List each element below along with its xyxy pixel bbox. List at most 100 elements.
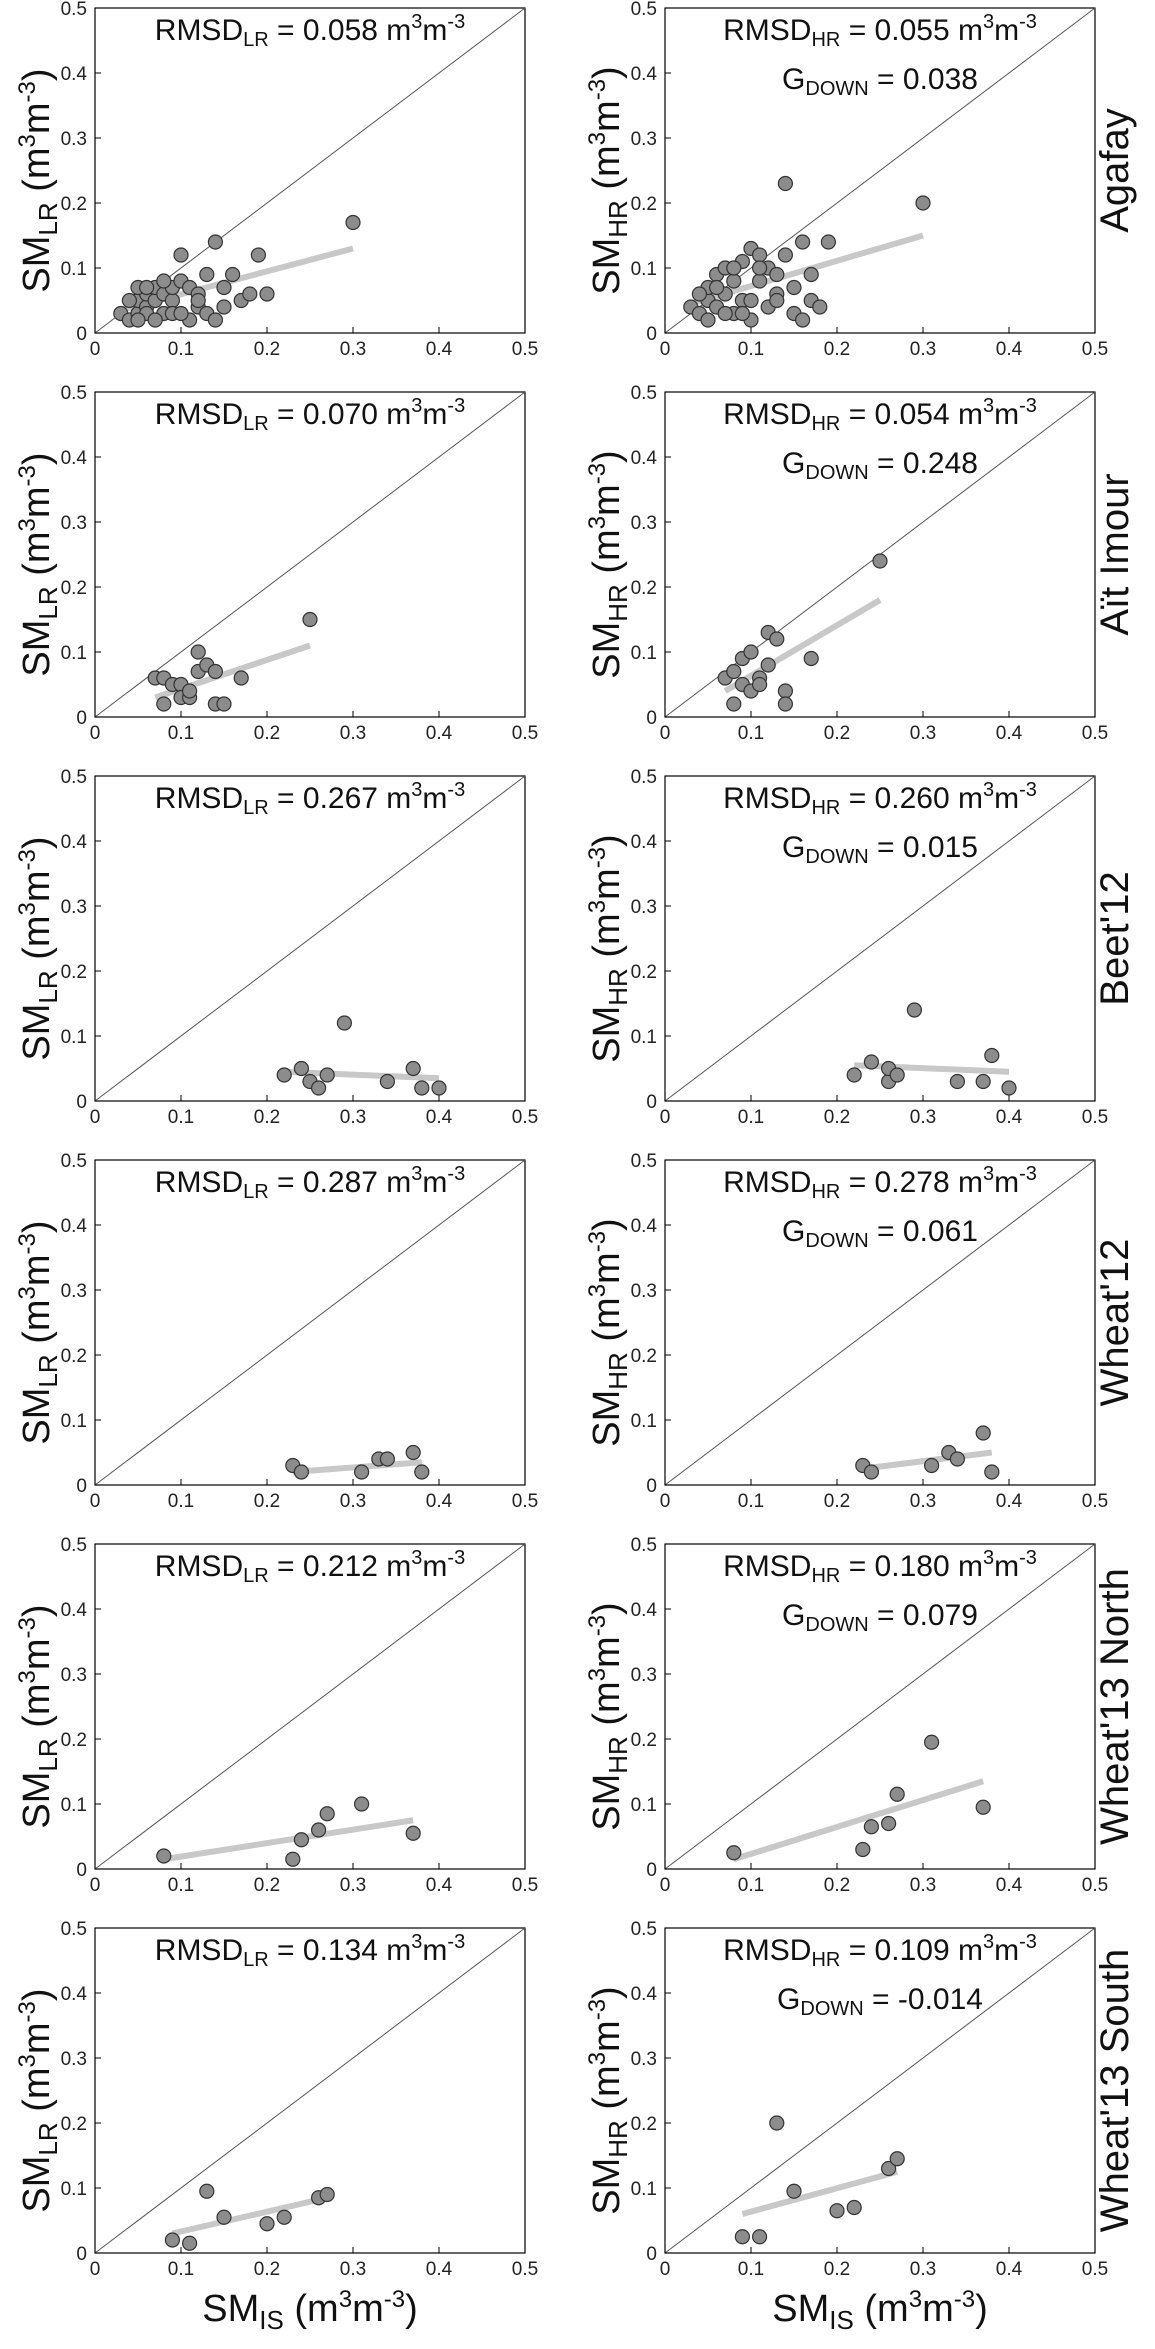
y-tick-label: 0.4 [631, 1984, 658, 2005]
data-point [923, 1734, 940, 1750]
x-axis-label: SMIS (m3m-3) [772, 2286, 987, 2335]
x-tick-label: 0.2 [254, 2259, 280, 2280]
y-tick-label: 0.3 [61, 1281, 87, 1302]
data-point [233, 670, 249, 686]
x-tick-label: 0.1 [168, 1875, 194, 1896]
data-point [949, 1073, 966, 1090]
y-axis: 0 0.1 0.2 0.3 0.4 0.5 [631, 767, 671, 1113]
data-point [691, 286, 708, 302]
data-point [880, 2160, 897, 2177]
data-point [242, 286, 258, 302]
site-label: Agafay [1093, 108, 1137, 233]
x-tick-label: 0 [90, 1107, 101, 1128]
y-tick-label: 0 [646, 1860, 657, 1881]
y-tick-label: 0.2 [61, 962, 87, 983]
plot-frame [94, 391, 526, 718]
data-point [216, 2209, 232, 2225]
x-tick-label: 0.3 [340, 723, 366, 744]
data-point [225, 266, 241, 283]
data-point [889, 1786, 905, 1802]
y-tick-label: 0 [646, 708, 657, 729]
scatter-panel-1: 0 0.1 0.2 0.3 0.4 0.5 0 0.1 0.2 0.3 0.4 0.5 RMSDHR =… [584, 0, 1137, 360]
x-tick-label: 0.4 [996, 723, 1023, 744]
data-point [164, 2232, 180, 2248]
y-tick-label: 0.4 [631, 832, 658, 853]
y-axis: 0 0.1 0.2 0.3 0.4 0.5 [631, 0, 671, 345]
x-tick-label: 0 [90, 339, 101, 360]
rmsd-annotation: RMSDLR = 0.058 m3m-3 [155, 11, 465, 51]
data-point [207, 312, 223, 328]
y-tick-label: 0.3 [631, 129, 657, 150]
data-points [726, 1734, 991, 1861]
data-points [156, 1796, 421, 1867]
data-point [863, 1054, 880, 1070]
x-axis: 0 0.1 0.2 0.3 0.4 0.5 [660, 1095, 1108, 1128]
data-point [975, 1073, 991, 1090]
data-points [113, 214, 361, 328]
gdown-annotation: GDOWN = 0.015 [782, 831, 978, 868]
y-tick-label: 0.5 [631, 1535, 657, 1556]
y-tick-label: 0.3 [631, 2049, 657, 2070]
x-tick-label: 0.4 [426, 2259, 453, 2280]
y-tick-label: 0 [76, 324, 87, 345]
data-point [769, 266, 785, 283]
rmsd-annotation: RMSDLR = 0.134 m3m-3 [155, 1931, 465, 1971]
data-point [984, 1464, 1000, 1480]
x-axis: 0 0.1 0.2 0.3 0.4 0.5 [90, 2247, 538, 2280]
x-tick-label: 0 [660, 1491, 671, 1512]
scatter-panel-2: 0 0.1 0.2 0.3 0.4 0.5 0 0.1 0.2 0.3 0.4 0.5 RMSDLR =… [14, 383, 538, 744]
y-tick-label: 0.1 [61, 2179, 87, 2200]
data-point [156, 1848, 172, 1864]
x-tick-label: 0.5 [512, 1491, 538, 1512]
x-tick-label: 0.4 [996, 339, 1023, 360]
data-point [726, 1845, 742, 1861]
data-point [190, 292, 206, 309]
y-tick-label: 0.2 [61, 194, 87, 215]
scatter-panel-10: 0 0.1 0.2 0.3 0.4 0.5 0 0.1 0.2 0.3 0.4 0.5 RMSDLR =… [14, 1919, 538, 2335]
data-point [846, 2199, 862, 2216]
data-point [1001, 1080, 1017, 1096]
data-point [872, 553, 888, 569]
site-label: Wheat'13 South [1093, 1949, 1137, 2232]
data-point [311, 1822, 327, 1838]
y-tick-label: 0.3 [61, 513, 87, 534]
data-point [216, 696, 232, 712]
data-point [405, 1444, 421, 1461]
x-tick-label: 0.1 [168, 339, 194, 360]
data-point [293, 1464, 309, 1480]
y-tick-label: 0.1 [61, 1411, 87, 1432]
y-tick-label: 0.4 [61, 448, 88, 469]
data-point [405, 1825, 421, 1841]
y-tick-label: 0.2 [631, 1730, 657, 1751]
data-point [820, 234, 837, 250]
y-tick-label: 0.1 [631, 1795, 657, 1816]
x-tick-label: 0.5 [1082, 339, 1108, 360]
y-tick-label: 0.4 [631, 448, 658, 469]
x-tick-label: 0.3 [340, 1491, 366, 1512]
x-tick-label: 0.1 [738, 1107, 764, 1128]
x-tick-label: 0.4 [426, 1107, 453, 1128]
x-tick-label: 0 [90, 2259, 101, 2280]
data-point [431, 1080, 447, 1096]
x-axis: 0 0.1 0.2 0.3 0.4 0.5 [90, 1863, 538, 1896]
data-point [769, 2115, 785, 2131]
data-point [777, 247, 794, 263]
x-tick-label: 0.1 [738, 723, 764, 744]
rmsd-annotation: RMSDHR = 0.109 m3m-3 [723, 1931, 1037, 1971]
y-tick-label: 0.5 [631, 1919, 657, 1940]
x-tick-label: 0 [660, 1875, 671, 1896]
y-axis: 0 0.1 0.2 0.3 0.4 0.5 [61, 1535, 101, 1881]
one-to-one-line [94, 775, 526, 1102]
y-axis-label: SMLR (m3m-3) [14, 1988, 63, 2212]
data-points [276, 1015, 447, 1096]
y-tick-label: 0.1 [61, 1795, 87, 1816]
y-tick-label: 0.5 [61, 383, 87, 404]
data-point [751, 260, 768, 276]
trend-line [854, 1062, 1010, 1075]
y-tick-label: 0.4 [61, 1600, 88, 1621]
y-axis-label: SMLR (m3m-3) [14, 68, 63, 292]
data-point [199, 2183, 215, 2199]
data-point [726, 696, 742, 712]
y-tick-label: 0.2 [631, 2114, 657, 2135]
